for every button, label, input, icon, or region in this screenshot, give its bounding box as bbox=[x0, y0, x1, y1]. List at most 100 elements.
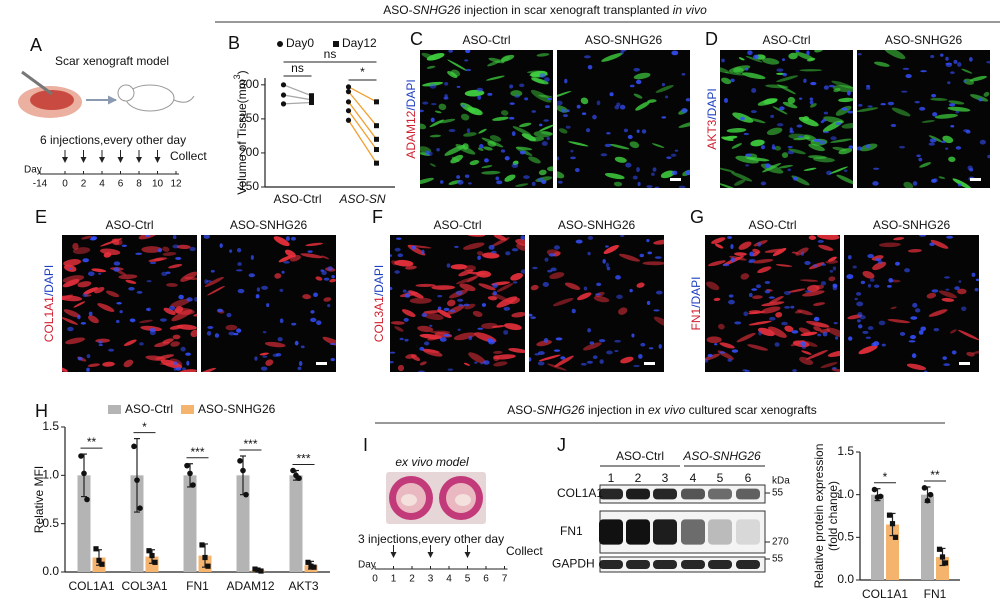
signal bbox=[766, 127, 783, 136]
nucleus bbox=[833, 322, 838, 325]
nucleus bbox=[781, 58, 785, 62]
signal bbox=[609, 143, 630, 150]
nucleus bbox=[801, 344, 807, 349]
nucleus bbox=[908, 340, 916, 343]
nucleus bbox=[570, 149, 574, 153]
significance: * bbox=[883, 470, 888, 484]
signal bbox=[836, 174, 853, 185]
lane-number: 3 bbox=[662, 471, 669, 485]
nucleus bbox=[113, 267, 120, 272]
lane-number: 4 bbox=[690, 471, 697, 485]
nucleus bbox=[606, 131, 611, 135]
signal bbox=[825, 259, 839, 264]
nucleus bbox=[439, 337, 447, 342]
signal bbox=[547, 363, 567, 371]
signal bbox=[636, 282, 645, 288]
y-tick-label: 1.0 bbox=[837, 487, 854, 501]
nucleus bbox=[609, 92, 614, 97]
blot-band bbox=[736, 519, 760, 545]
nucleus bbox=[575, 239, 583, 244]
blot-band bbox=[599, 488, 623, 500]
nucleus bbox=[483, 360, 490, 365]
nucleus bbox=[529, 313, 533, 317]
nucleus bbox=[592, 355, 598, 360]
point bbox=[252, 566, 258, 572]
lane-number: 1 bbox=[608, 471, 615, 485]
nucleus bbox=[298, 361, 303, 367]
signal bbox=[527, 70, 546, 74]
nucleus bbox=[967, 165, 973, 171]
signal bbox=[172, 334, 181, 340]
y-tick-label: 0.5 bbox=[837, 530, 854, 544]
signal bbox=[179, 369, 197, 372]
signal bbox=[87, 363, 101, 367]
nucleus bbox=[509, 84, 514, 89]
signal bbox=[536, 53, 550, 57]
nucleus bbox=[685, 170, 690, 176]
point bbox=[131, 443, 137, 450]
blot-band bbox=[653, 488, 677, 500]
y-tick-label: 200 bbox=[239, 145, 259, 159]
nucleus bbox=[254, 356, 258, 361]
nucleus bbox=[447, 368, 454, 371]
signal bbox=[259, 352, 269, 356]
signal bbox=[734, 252, 747, 256]
nucleus bbox=[581, 112, 587, 116]
nucleus bbox=[832, 286, 838, 291]
signal bbox=[808, 155, 827, 159]
signal bbox=[472, 310, 483, 317]
blot-band bbox=[653, 519, 677, 545]
signal bbox=[415, 283, 436, 287]
nucleus bbox=[619, 104, 626, 110]
nucleus bbox=[867, 326, 874, 331]
signal bbox=[832, 84, 853, 93]
signal bbox=[831, 80, 853, 89]
stain-label-part: /DAPI bbox=[372, 265, 386, 296]
nucleus bbox=[279, 318, 284, 324]
signal bbox=[838, 97, 853, 103]
signal bbox=[816, 235, 840, 240]
nucleus bbox=[226, 312, 232, 318]
blot-row-label: GAPDH bbox=[552, 557, 595, 571]
nucleus bbox=[978, 97, 983, 102]
nucleus bbox=[236, 328, 242, 333]
nucleus bbox=[832, 367, 837, 370]
nucleus bbox=[745, 164, 750, 167]
nucleus bbox=[902, 67, 910, 70]
legend-marker bbox=[333, 41, 339, 47]
lane-number: 5 bbox=[717, 471, 724, 485]
signal bbox=[803, 167, 817, 171]
signal bbox=[488, 57, 505, 64]
point bbox=[311, 564, 317, 570]
signal bbox=[97, 303, 115, 312]
nucleus bbox=[646, 239, 650, 243]
blot-band bbox=[626, 488, 650, 500]
nucleus bbox=[237, 288, 245, 294]
nucleus bbox=[583, 55, 591, 59]
signal bbox=[799, 69, 822, 72]
nucleus bbox=[787, 168, 791, 172]
y-tick-label: 0.0 bbox=[42, 564, 59, 578]
nucleus bbox=[390, 360, 394, 364]
signal bbox=[635, 101, 650, 111]
nucleus bbox=[69, 267, 73, 270]
nucleus bbox=[587, 64, 593, 70]
signal bbox=[828, 276, 836, 282]
nucleus bbox=[758, 330, 762, 336]
signal bbox=[81, 235, 92, 240]
nucleus bbox=[165, 271, 171, 275]
nucleus bbox=[857, 324, 863, 329]
nucleus bbox=[136, 290, 143, 294]
nucleus bbox=[730, 257, 735, 263]
timeline-day: Day bbox=[358, 560, 376, 571]
nucleus bbox=[620, 50, 627, 52]
signal bbox=[568, 141, 589, 147]
point bbox=[871, 486, 878, 493]
signal bbox=[422, 348, 443, 357]
signal bbox=[431, 285, 455, 290]
signal bbox=[489, 135, 502, 142]
nucleus bbox=[439, 180, 444, 184]
panel-letter: C bbox=[410, 29, 423, 49]
nucleus bbox=[904, 268, 911, 273]
y-tick-label: 250 bbox=[239, 111, 259, 125]
